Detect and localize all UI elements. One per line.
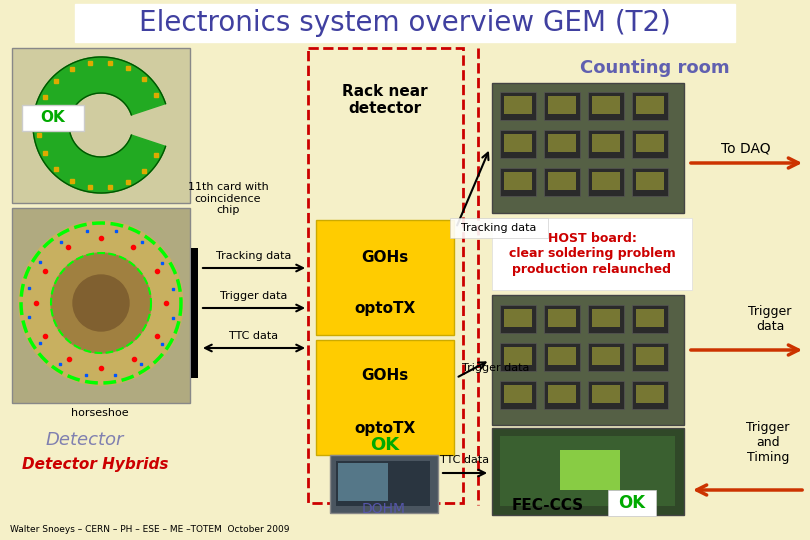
Text: OK: OK [40, 111, 66, 125]
Bar [500, 305, 536, 333]
Bar [336, 461, 430, 506]
Bar [191, 248, 198, 378]
Bar [450, 218, 548, 238]
Bar [632, 305, 668, 333]
Text: Detector: Detector [46, 431, 124, 449]
Text: GOHs: GOHs [361, 249, 408, 265]
Text: DOHM: DOHM [362, 502, 406, 516]
Bar [544, 305, 580, 333]
Polygon shape [33, 57, 165, 193]
Bar [500, 381, 536, 409]
Bar [636, 347, 664, 365]
Bar [588, 130, 624, 158]
Bar [548, 134, 576, 152]
Text: FEC-CCS: FEC-CCS [512, 497, 584, 512]
Bar [632, 343, 668, 371]
Bar [636, 134, 664, 152]
Bar [504, 96, 532, 114]
Text: TTC data: TTC data [441, 455, 489, 465]
Bar [588, 381, 624, 409]
Bar [588, 168, 624, 196]
Text: horseshoe: horseshoe [71, 408, 129, 418]
Text: GOHs: GOHs [361, 368, 408, 382]
Text: Trigger data: Trigger data [462, 363, 530, 373]
Bar [500, 92, 536, 120]
Bar [632, 92, 668, 120]
Text: Trigger
data: Trigger data [748, 305, 791, 333]
Bar [592, 134, 620, 152]
Bar [588, 305, 624, 333]
Bar [492, 295, 684, 425]
Bar [504, 385, 532, 403]
Bar [632, 381, 668, 409]
Bar [500, 343, 536, 371]
Bar [492, 218, 692, 290]
Bar [12, 208, 190, 403]
Bar [330, 455, 438, 513]
Bar [338, 463, 388, 501]
Bar [308, 48, 463, 503]
Text: Tracking data: Tracking data [216, 251, 292, 261]
Text: Detector Hybrids: Detector Hybrids [22, 457, 168, 472]
Bar [588, 343, 624, 371]
Bar [632, 168, 668, 196]
Text: TTC data: TTC data [229, 331, 279, 341]
Bar [592, 347, 620, 365]
Text: Trigger data: Trigger data [220, 291, 288, 301]
Bar [504, 172, 532, 190]
Text: Rack near
detector: Rack near detector [342, 84, 428, 116]
Bar [492, 428, 684, 515]
Text: Counting room: Counting room [580, 59, 730, 77]
Bar [636, 96, 664, 114]
Bar [544, 381, 580, 409]
Bar [548, 385, 576, 403]
Bar [500, 436, 675, 506]
Text: Walter Snoeys – CERN – PH – ESE – ME –TOTEM  October 2009: Walter Snoeys – CERN – PH – ESE – ME –TO… [10, 525, 289, 535]
Bar [504, 134, 532, 152]
Bar [548, 172, 576, 190]
Text: optoTX: optoTX [355, 300, 416, 315]
Bar [544, 130, 580, 158]
Bar [504, 309, 532, 327]
Bar [632, 130, 668, 158]
Bar [588, 92, 624, 120]
Circle shape [73, 275, 129, 331]
Bar [608, 490, 656, 516]
Bar [592, 309, 620, 327]
Bar [592, 96, 620, 114]
Bar [504, 347, 532, 365]
Bar [548, 309, 576, 327]
Text: Electronics system overview GEM (T2): Electronics system overview GEM (T2) [139, 9, 671, 37]
Bar [636, 385, 664, 403]
Bar [548, 347, 576, 365]
Circle shape [19, 221, 183, 385]
Text: OK: OK [370, 436, 399, 454]
Bar [22, 105, 84, 131]
Circle shape [51, 253, 151, 353]
Bar [636, 309, 664, 327]
Bar [75, 4, 735, 42]
Bar [544, 343, 580, 371]
Text: OK: OK [619, 494, 646, 512]
Text: 11th card with
coincidence
chip: 11th card with coincidence chip [188, 182, 268, 215]
Text: Trigger
and
Timing: Trigger and Timing [746, 421, 790, 463]
Bar [544, 168, 580, 196]
Text: HOST board:
clear soldering problem
production relaunched: HOST board: clear soldering problem prod… [509, 233, 676, 275]
Bar [316, 340, 454, 455]
Bar [636, 172, 664, 190]
Bar [492, 83, 684, 213]
Bar [544, 92, 580, 120]
Bar [12, 48, 190, 203]
Text: Tracking data: Tracking data [462, 223, 537, 233]
Text: To DAQ: To DAQ [721, 141, 771, 155]
Bar [560, 450, 620, 490]
Bar [592, 172, 620, 190]
Bar [592, 385, 620, 403]
Bar [500, 130, 536, 158]
Bar [500, 168, 536, 196]
Text: optoTX: optoTX [355, 421, 416, 435]
Bar [548, 96, 576, 114]
Bar [316, 220, 454, 335]
